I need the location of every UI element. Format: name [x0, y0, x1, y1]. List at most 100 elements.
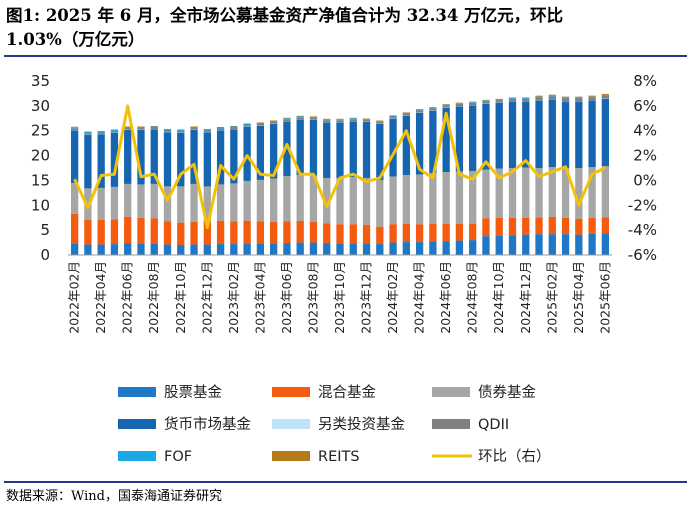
bar-segment	[548, 94, 556, 96]
bar-segment	[256, 179, 265, 222]
bar-segment	[535, 168, 543, 218]
bar-segment	[482, 218, 490, 237]
bar-segment	[442, 107, 450, 172]
x-tick-label: 2023年04月	[252, 261, 267, 334]
bar-segment	[548, 234, 556, 255]
bar-segment	[601, 98, 610, 167]
bar-segment	[124, 243, 132, 255]
bar-segment	[270, 243, 278, 255]
bar-segment	[508, 217, 517, 236]
bar-segment	[402, 113, 410, 116]
bar-segment	[482, 99, 490, 101]
bar-segment	[309, 119, 318, 176]
bar-segment	[415, 109, 424, 111]
bar-segment	[270, 123, 278, 179]
bar-segment	[70, 182, 79, 214]
bar-segment	[455, 106, 464, 172]
bar-segment	[110, 186, 119, 220]
bar-segment	[349, 117, 357, 119]
bar-segment	[429, 107, 437, 108]
bar-segment	[230, 126, 238, 128]
bar-segment	[97, 130, 105, 132]
left-tick-label: 15	[31, 171, 50, 189]
bar-segment	[349, 176, 357, 225]
bar-segment	[137, 243, 145, 255]
bar-segment	[150, 126, 158, 128]
bar-segment	[177, 129, 185, 131]
x-tick-label: 2024年10月	[491, 261, 506, 334]
bar-segment	[455, 240, 464, 255]
bar-segment	[190, 126, 198, 128]
bar-segment	[402, 112, 410, 114]
bar-segment	[336, 224, 344, 244]
bar-segment	[230, 127, 238, 129]
bar-segment	[362, 177, 371, 225]
x-tick-label: 2022年02月	[67, 261, 82, 334]
bar-segment	[296, 119, 304, 175]
bar-segment	[70, 243, 79, 255]
bar-segment	[203, 130, 211, 132]
bar-segment	[84, 244, 92, 255]
bar-segment	[469, 105, 477, 171]
figure-title: 图1: 2025 年 6 月，全市场公募基金资产净值合计为 32.34 万亿元，…	[6, 4, 686, 52]
bar-segment	[84, 131, 92, 133]
legend-label: 债券基金	[478, 384, 536, 401]
bar-segment	[309, 221, 318, 243]
bar-segment	[548, 216, 556, 235]
bar-segment	[601, 166, 610, 218]
bar-segment	[309, 116, 318, 118]
bar-segment	[216, 127, 225, 129]
legend-swatch	[118, 419, 156, 429]
bar-segment	[495, 98, 503, 100]
bar-segment	[323, 223, 331, 244]
bar-segment	[110, 132, 119, 187]
bar-segment	[296, 220, 304, 243]
source-note: 数据来源：Wind，国泰海通证券研究	[6, 489, 222, 504]
bar-segment	[482, 103, 490, 170]
bar-segment	[270, 221, 278, 244]
bar-segment	[323, 118, 331, 120]
bar-segment	[455, 223, 464, 241]
bar-segment	[561, 97, 570, 99]
bar-segment	[70, 130, 79, 183]
left-tick-label: 35	[31, 72, 50, 90]
bar-segment	[203, 129, 211, 131]
bar-segment	[110, 244, 119, 255]
bar-segment	[336, 243, 344, 255]
bar-segment	[163, 129, 172, 131]
bar-segment	[349, 121, 357, 177]
bar-segment	[203, 221, 211, 245]
bar-segment	[376, 121, 384, 122]
bar-segment	[270, 120, 278, 122]
bar-segment	[124, 126, 132, 128]
bar-segment	[561, 96, 570, 98]
stacked-bars	[70, 93, 610, 255]
bar-segment	[243, 124, 251, 125]
bar-segment	[203, 132, 211, 187]
mom-line	[73, 104, 607, 230]
bar-segment	[575, 101, 583, 168]
bar-segment	[588, 217, 596, 234]
bar-segment	[415, 109, 424, 110]
bar-segment	[150, 127, 158, 129]
right-tick-label: 4%	[633, 122, 657, 140]
bar-segment	[150, 218, 158, 244]
bar-segment	[561, 168, 570, 218]
legend-swatch	[272, 387, 310, 397]
bar-segment	[522, 217, 530, 235]
right-tick-label: -4%	[628, 221, 657, 239]
bar-segment	[588, 95, 596, 97]
bar-segment	[296, 242, 304, 255]
bar-segment	[70, 128, 79, 130]
bar-segment	[243, 220, 251, 244]
source-divider	[4, 481, 687, 483]
bar-segment	[336, 177, 344, 225]
x-tick-label: 2024年02月	[385, 261, 400, 334]
bar-segment	[561, 101, 570, 168]
bar-segment	[588, 167, 596, 218]
bar-segment	[84, 219, 92, 245]
bar-segment	[362, 224, 371, 244]
bar-segment	[442, 171, 450, 224]
bar-segment	[575, 168, 583, 219]
